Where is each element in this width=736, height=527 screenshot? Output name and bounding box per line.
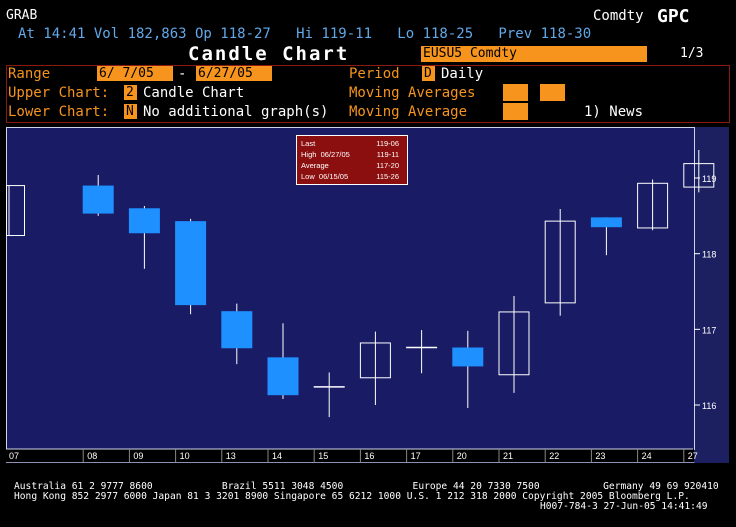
- range-dash: -: [178, 66, 187, 82]
- x-tick-label: 16: [364, 451, 374, 461]
- legend-value: 119-06: [376, 139, 399, 148]
- x-tick-label: 22: [549, 451, 559, 461]
- news-link[interactable]: 1) News: [584, 104, 644, 120]
- x-tick-label: 15: [318, 451, 328, 461]
- footer-contacts-1: Australia 61 2 9777 8600 Brazil 5511 304…: [14, 481, 719, 492]
- moving-average-field-2[interactable]: [540, 84, 565, 101]
- security-field[interactable]: EUSU5 Comdty: [421, 46, 647, 62]
- legend-value: 117-20: [376, 161, 399, 170]
- legend-row: High 06/27/05 119-11: [301, 149, 403, 160]
- comdty-label: Comdty: [593, 8, 644, 24]
- x-tick-label: 07: [9, 451, 19, 461]
- candle-body: [82, 185, 114, 214]
- lower-chart-label: Lower Chart:: [8, 104, 110, 120]
- candle-body: [498, 311, 530, 376]
- moving-average-label: Moving Average: [349, 104, 468, 120]
- x-tick-label: 20: [457, 451, 467, 461]
- candle-body: [359, 342, 391, 379]
- legend-label: High 06/27/05: [301, 150, 350, 159]
- legend-value: 119-11: [376, 150, 399, 159]
- x-axis-band: [6, 449, 694, 462]
- candle-body: [452, 347, 484, 367]
- candle-body: [6, 185, 25, 237]
- range-label: Range: [8, 66, 51, 82]
- period-value: Daily: [441, 66, 484, 82]
- range-end-field[interactable]: 6/27/05: [196, 66, 272, 81]
- y-tick-label: 119: [702, 174, 716, 184]
- candle-body: [267, 357, 299, 396]
- quote-line: At 14:41 Vol 182,863 Op 118-27 Hi 119-11…: [18, 26, 592, 42]
- legend-row: Last 119-06: [301, 138, 403, 149]
- candle-body: [128, 208, 160, 234]
- grab-label: GRAB: [6, 8, 38, 23]
- lower-chart-code-field[interactable]: N: [124, 104, 137, 119]
- y-tick-label: 116: [702, 401, 716, 411]
- ticker-label: GPC: [657, 6, 690, 27]
- candle-body: [221, 311, 253, 349]
- lower-chart-value: No additional graph(s): [143, 104, 329, 120]
- x-tick-label: 23: [595, 451, 605, 461]
- x-tick-label: 10: [180, 451, 190, 461]
- legend-value: 115-26: [376, 172, 399, 181]
- period-code-field[interactable]: D: [422, 66, 435, 81]
- y-tick-label: 117: [702, 325, 716, 335]
- range-start-field[interactable]: 6/ 7/05: [97, 66, 173, 81]
- candle-body: [544, 220, 576, 304]
- x-tick-label: 17: [411, 451, 421, 461]
- legend-label: Last: [301, 139, 316, 148]
- moving-average-field-1[interactable]: [503, 84, 528, 101]
- price-legend: Last 119-06 High 06/27/05 119-11 Average 117-…: [296, 135, 408, 185]
- legend-label: Average: [301, 161, 329, 170]
- upper-chart-label: Upper Chart:: [8, 85, 110, 101]
- footer-timestamp: H007-784-3 27-Jun-05 14:41:49: [540, 501, 708, 512]
- page-title: Candle Chart: [188, 43, 350, 65]
- period-label: Period: [349, 66, 400, 82]
- x-tick-label: 24: [642, 451, 652, 461]
- footer-contacts-2: Hong Kong 852 2977 6000 Japan 81 3 3201 …: [14, 491, 690, 502]
- candle-body: [683, 163, 715, 188]
- x-tick-label: 27: [688, 451, 698, 461]
- moving-average-field-3[interactable]: [503, 103, 528, 120]
- x-tick-label: 14: [272, 451, 282, 461]
- y-tick-label: 118: [702, 250, 716, 260]
- candle-chart: 119 118 117 116 07 08 09 10 13 14 15 16 17 20 21 22 23 24…: [6, 150, 716, 463]
- legend-label: Low 06/15/05: [301, 172, 349, 181]
- x-tick-label: 21: [503, 451, 513, 461]
- page-indicator: 1/3: [680, 46, 704, 61]
- legend-row: Average 117-20: [301, 160, 403, 171]
- x-tick-label: 09: [133, 451, 143, 461]
- moving-averages-label: Moving Averages: [349, 85, 476, 101]
- candle-body: [175, 221, 207, 306]
- upper-chart-code-field[interactable]: 2: [124, 85, 137, 100]
- legend-row: Low 06/15/05 115-26: [301, 171, 403, 182]
- candle-body: [590, 217, 622, 228]
- x-tick-label: 08: [87, 451, 97, 461]
- candle-body: [637, 182, 669, 229]
- chart-settings-panel: [6, 65, 730, 123]
- upper-chart-value: Candle Chart: [143, 85, 245, 101]
- x-tick-label: 13: [226, 451, 236, 461]
- chart-area: 119 118 117 116 07 08 09 10 13 14 15 16 17 20 21 22 23 24…: [6, 127, 729, 463]
